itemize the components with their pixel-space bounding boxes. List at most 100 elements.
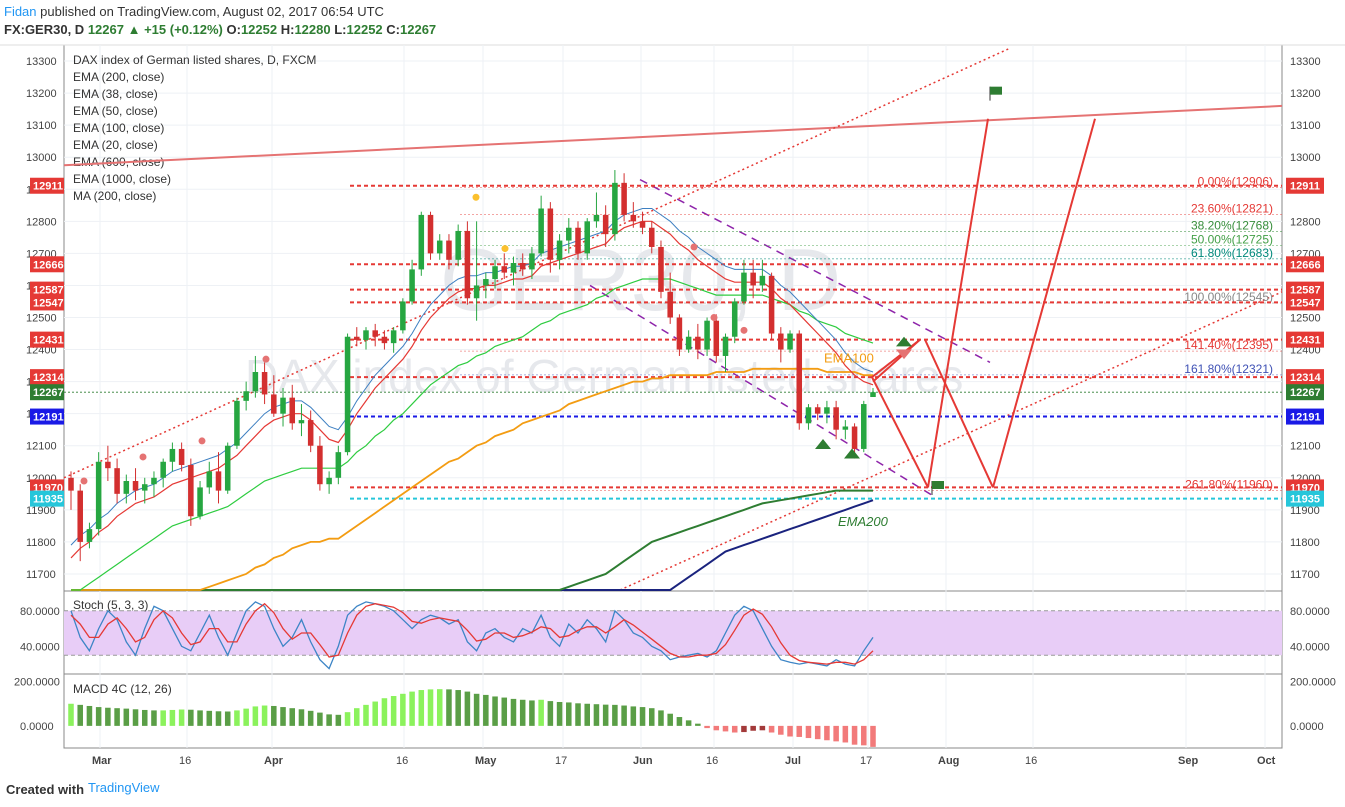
price-tag-right [1286, 384, 1324, 401]
macd-histogram-bar [400, 693, 406, 726]
red-dot-marker [198, 437, 206, 445]
macd-histogram-bar [215, 711, 222, 726]
y-tick-label-left: 11800 [26, 537, 56, 549]
candle-body [436, 240, 443, 254]
symbol-label: FX:GER30, D [4, 22, 85, 37]
candle-body [648, 227, 655, 247]
macd-histogram-bar [492, 696, 498, 726]
macd-histogram-bar [234, 710, 240, 726]
candle-body [713, 320, 720, 356]
candle-body [169, 448, 176, 462]
x-tick-label: 16 [179, 755, 191, 767]
ohlc-line: FX:GER30, D 12267 ▲ +15 (+0.12%) O:12252… [4, 22, 436, 37]
candle-body [676, 317, 683, 350]
price-tag-left-text: 12911 [33, 181, 63, 193]
macd-histogram-bar [436, 689, 443, 726]
candle-body [307, 420, 314, 446]
x-tick-label: 17 [555, 755, 567, 767]
candle-body [197, 487, 203, 517]
macd-histogram-bar [77, 704, 83, 726]
falling-channel-upper [639, 178, 991, 364]
sell-arrow-icon [896, 349, 912, 360]
watermark-name: DAX index of German listed shares [245, 350, 963, 402]
candle-body [363, 330, 369, 340]
price-tag-right-text: 12314 [1290, 372, 1321, 384]
price-tag-left-text: 12314 [33, 372, 64, 384]
x-tick-label: 16 [706, 755, 718, 767]
candle-body [722, 336, 729, 356]
candle-body [289, 397, 296, 424]
macd-histogram-bar [344, 712, 351, 726]
macd-histogram-bar [824, 725, 830, 741]
candle-body [261, 372, 268, 395]
buy-arrow-icon [815, 438, 831, 449]
candle-body [704, 320, 710, 350]
y-tick-label-left: 11900 [26, 505, 56, 517]
price-tag-left-text: 12547 [33, 297, 64, 309]
candle-body [814, 407, 821, 414]
price-tag-left [30, 256, 64, 273]
author-link[interactable]: Fidan [4, 4, 37, 19]
y-tick-label-left: 12500 [26, 313, 57, 325]
tradingview-link[interactable]: TradingView [88, 780, 160, 795]
y-tick-label-right: 11800 [1290, 537, 1320, 549]
open-label: O: [226, 22, 241, 37]
macd-histogram-bar [132, 709, 139, 726]
price-tag-left-text: 12267 [33, 387, 64, 399]
stoch-tick-right: 40.0000 [1290, 641, 1330, 653]
price-tag-right-text: 12911 [1290, 181, 1320, 193]
macd-histogram-bar [778, 725, 784, 735]
candle-body [658, 246, 664, 292]
price-tag-right [1286, 294, 1324, 311]
y-tick-label-left: 13200 [26, 88, 57, 100]
fib-level-label: 50.00%(12725) [1191, 232, 1273, 246]
price-tag-left [30, 490, 64, 507]
macd-histogram-bar [381, 698, 388, 726]
candle-body [861, 404, 867, 449]
macd-histogram-bar [750, 725, 756, 731]
y-tick-label-right: 12100 [1290, 441, 1321, 453]
candle-body [538, 208, 544, 254]
price-tag-right-text: 12587 [1290, 285, 1321, 297]
red-dot-marker [710, 314, 718, 321]
red-dot-marker [740, 326, 748, 334]
macd-histogram-bar [648, 708, 655, 726]
macd-histogram-bar [722, 725, 729, 732]
buy-arrow-icon [896, 336, 912, 347]
price-tag-left [30, 281, 64, 298]
candle-body [519, 263, 526, 270]
macd-histogram-bar [418, 690, 425, 726]
x-tick-label: Mar [92, 755, 112, 767]
macd-histogram-bar [731, 725, 738, 733]
candle-body [271, 394, 277, 414]
candle-body [602, 214, 609, 235]
price-tag-right-text: 12431 [1290, 335, 1321, 347]
candle-body [188, 464, 194, 517]
y-tick-label-right: 12500 [1290, 313, 1321, 325]
upper-channel-line [63, 47, 1011, 479]
candle-body [612, 182, 618, 235]
candle-body [243, 391, 249, 401]
close-value: 12267 [400, 22, 437, 37]
price-tag-left-text: 12191 [33, 412, 64, 424]
fib-level-label: 38.20%(12768) [1191, 219, 1273, 233]
price-change: +15 (+0.12%) [144, 22, 223, 37]
candle-body [95, 461, 102, 530]
macd-histogram-bar [685, 720, 692, 726]
y-tick-label-left: 13000 [26, 152, 57, 164]
candle-body [805, 407, 812, 424]
macd-histogram-bar [621, 705, 627, 726]
candle-body [731, 301, 738, 337]
candle-body [851, 426, 858, 449]
y-tick-label-right: 13100 [1290, 120, 1321, 132]
candle-body [842, 426, 849, 430]
candle-body [455, 230, 461, 260]
macd-histogram-bar [704, 725, 710, 729]
macd-histogram-bar [741, 725, 747, 733]
price-tag-right [1286, 490, 1324, 507]
yellow-dot-marker [501, 245, 509, 253]
candle-body [750, 272, 756, 286]
macd-histogram-bar [151, 710, 157, 726]
legend-entry: EMA (38, close) [73, 87, 158, 101]
